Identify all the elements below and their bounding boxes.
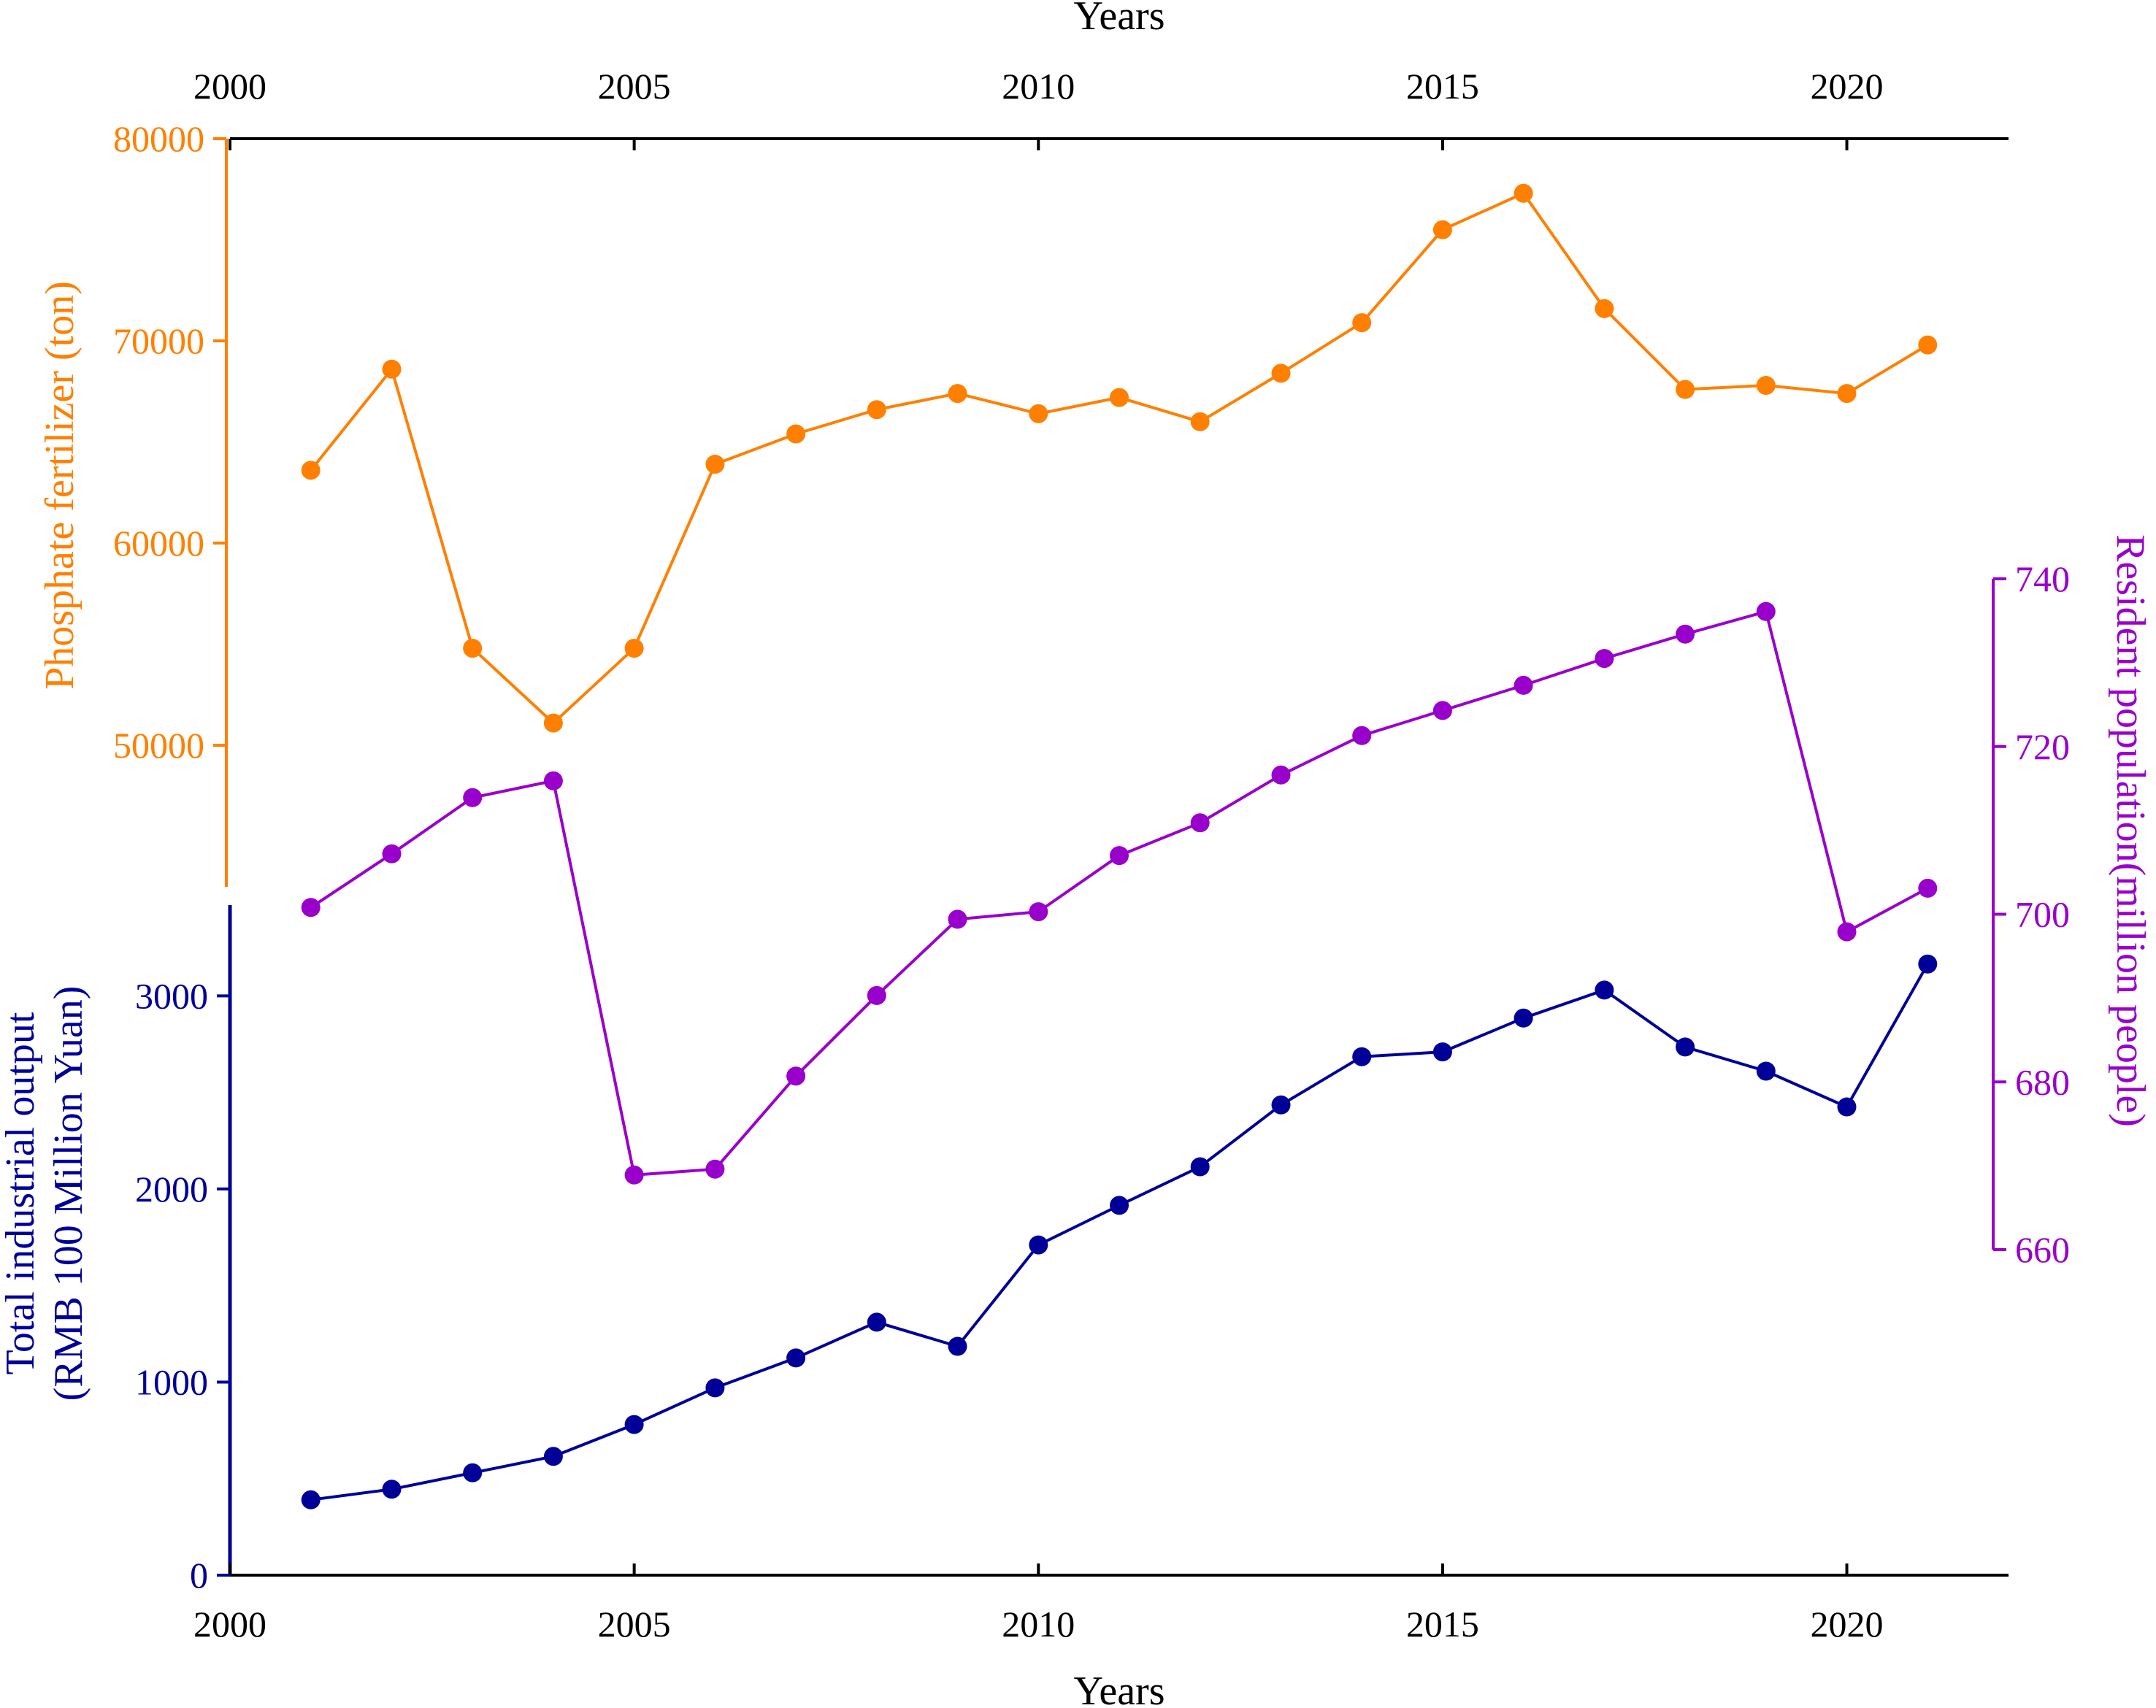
population-data-point — [1029, 902, 1048, 922]
population-data-point — [1514, 675, 1533, 695]
population-data-point — [382, 844, 402, 863]
population-tick-label: 740 — [2015, 558, 2070, 599]
population-series-line — [310, 609, 1929, 1177]
industrial-data-point — [543, 1447, 563, 1466]
industrial-data-point — [463, 1463, 483, 1482]
population-data-point — [1676, 624, 1695, 644]
bottom-x-tick-label: 2010 — [1002, 1604, 1075, 1644]
industrial-data-point — [705, 1378, 725, 1398]
bottom-x-tick-label: 2020 — [1811, 1604, 1884, 1644]
industrial-axis-title-line2: (RMB 100 Million Yuan) — [46, 986, 91, 1401]
population-data-point — [1837, 922, 1857, 942]
phosphate-tick-label: 50000 — [113, 725, 204, 766]
phosphate-data-point — [1110, 388, 1129, 407]
population-tick-label: 660 — [2015, 1229, 2070, 1270]
industrial-data-point — [1514, 1008, 1533, 1028]
phosphate-data-point — [1029, 404, 1048, 423]
industrial-data-point — [1271, 1095, 1291, 1115]
top-x-tick-label: 2015 — [1406, 66, 1479, 107]
population-data-point — [1352, 726, 1372, 745]
industrial-data-point — [382, 1480, 402, 1499]
bottom-x-tick-label: 2005 — [598, 1604, 671, 1644]
industrial-tick-label: 1000 — [135, 1361, 208, 1402]
industrial-tick-label: 0 — [190, 1555, 208, 1596]
population-tick-label: 700 — [2015, 894, 2070, 935]
phosphate-data-point — [1837, 384, 1857, 404]
population-data-point — [786, 1066, 806, 1086]
industrial-data-point — [948, 1336, 967, 1356]
phosphate-data-point — [867, 400, 886, 420]
industrial-data-point — [1029, 1235, 1048, 1255]
industrial-tick-label: 3000 — [135, 975, 208, 1016]
population-data-point — [463, 788, 483, 807]
phosphate-data-point — [1676, 380, 1695, 399]
population-tick-label: 680 — [2015, 1061, 2070, 1102]
industrial-data-point — [867, 1312, 886, 1332]
industrial-data-point — [1432, 1042, 1452, 1062]
industrial-data-point — [624, 1415, 644, 1434]
phosphate-data-point — [624, 639, 644, 658]
phosphate-data-point — [948, 384, 967, 404]
population-data-point — [705, 1159, 725, 1179]
phosphate-data-point — [1756, 376, 1776, 395]
industrial-data-point — [1190, 1157, 1210, 1177]
population-data-point — [1110, 846, 1129, 866]
population-data-point — [301, 898, 321, 918]
population-data-point — [1756, 601, 1776, 621]
top-x-tick-label: 2020 — [1811, 66, 1884, 107]
industrial-data-point — [1595, 980, 1614, 1000]
phosphate-data-point — [1190, 412, 1210, 431]
industrial-data-point — [1918, 954, 1938, 974]
top-x-tick-label: 2000 — [193, 66, 266, 107]
phosphate-data-point — [1918, 335, 1938, 355]
phosphate-data-point — [463, 639, 483, 658]
population-axis-title: Resident population(million people) — [2108, 534, 2153, 1127]
industrial-data-point — [1110, 1196, 1129, 1215]
population-data-point — [1432, 701, 1452, 720]
top-x-tick-label: 2010 — [1002, 66, 1075, 107]
industrial-data-point — [301, 1490, 321, 1509]
bottom-x-tick-label: 2000 — [193, 1604, 266, 1644]
phosphate-data-point — [705, 455, 725, 474]
population-data-point — [867, 985, 886, 1005]
population-data-point — [1190, 813, 1210, 833]
phosphate-tick-label: 70000 — [113, 320, 204, 361]
phosphate-tick-label: 60000 — [113, 523, 204, 563]
phosphate-data-point — [1432, 220, 1452, 239]
phosphate-data-point — [1595, 299, 1614, 318]
top-x-axis-title: Years — [1074, 0, 1165, 39]
phosphate-axis-title: Phosphate fertilizer (ton) — [37, 281, 83, 690]
phosphate-data-point — [786, 424, 806, 444]
industrial-data-point — [1352, 1047, 1372, 1066]
industrial-axis-title-line1: Total industrial output — [0, 1012, 43, 1374]
population-data-point — [543, 771, 563, 790]
series-layer — [301, 183, 1938, 1509]
industrial-data-point — [1756, 1061, 1776, 1081]
population-tick-label: 720 — [2015, 726, 2070, 767]
population-data-point — [624, 1165, 644, 1185]
phosphate-data-point — [382, 359, 402, 379]
population-data-point — [1918, 878, 1938, 898]
industrial-tick-label: 2000 — [135, 1169, 208, 1209]
industrial-data-point — [1837, 1097, 1857, 1117]
axes-layer: 2000 2000 2005 2005 2010 2010 2015 2015 2020 2020… — [113, 66, 2070, 1644]
population-data-point — [948, 909, 967, 929]
phosphate-data-point — [1271, 363, 1291, 383]
top-x-tick-label: 2005 — [598, 66, 671, 107]
bottom-x-axis-title: Years — [1074, 1669, 1165, 1708]
phosphate-data-point — [301, 461, 321, 480]
phosphate-data-point — [1352, 313, 1372, 333]
bottom-x-tick-label: 2015 — [1406, 1604, 1479, 1644]
industrial-data-point — [1676, 1037, 1695, 1057]
phosphate-data-point — [1514, 183, 1533, 203]
population-data-point — [1595, 649, 1614, 669]
industrial-data-point — [786, 1348, 806, 1368]
phosphate-data-point — [543, 713, 563, 733]
population-data-point — [1271, 765, 1291, 785]
phosphate-tick-label: 80000 — [113, 118, 204, 159]
